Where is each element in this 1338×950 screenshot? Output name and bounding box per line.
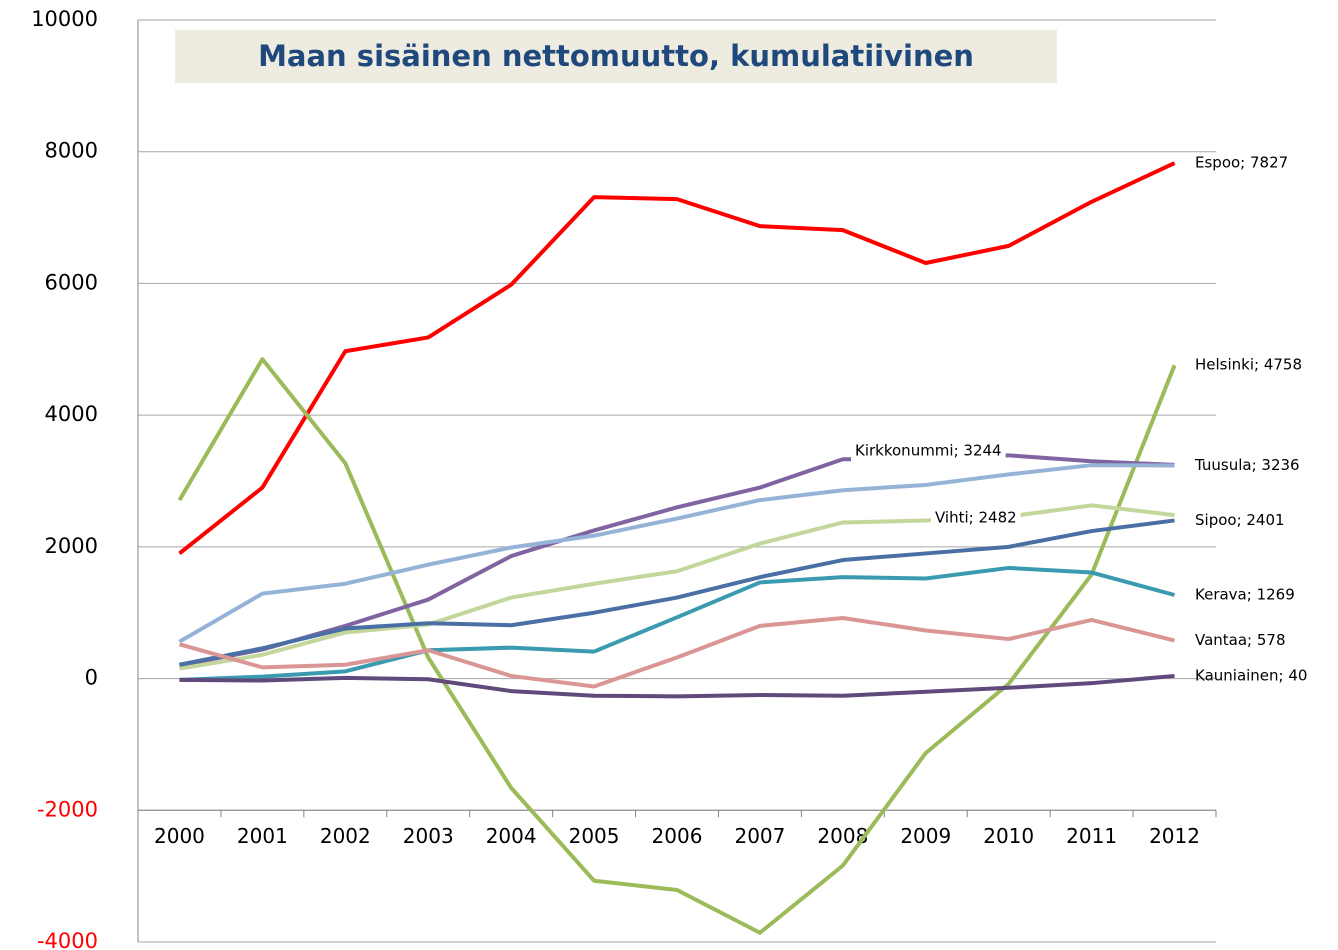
y-tick-label: 8000 <box>45 139 98 163</box>
x-tick-label: 2002 <box>320 824 371 848</box>
data-label: Tuusula; 3236 <box>1194 456 1300 474</box>
series-line <box>179 565 1176 682</box>
x-tick-label: 2007 <box>734 824 785 848</box>
series-line <box>179 518 1175 667</box>
title-box <box>175 30 1057 83</box>
x-tick-label: 2011 <box>1066 824 1117 848</box>
x-tick-label: 2000 <box>154 824 205 848</box>
data-label: Vantaa; 578 <box>1195 631 1286 649</box>
x-tick-label: 2003 <box>403 824 454 848</box>
y-tick-label: 10000 <box>31 7 98 31</box>
x-tick-label: 2009 <box>900 824 951 848</box>
series-line <box>178 463 1175 644</box>
x-tick-label: 2012 <box>1149 824 1200 848</box>
y-tick-label: 0 <box>85 666 98 690</box>
y-tick-label: 4000 <box>45 402 98 426</box>
series-line <box>178 615 1176 689</box>
x-tick-label: 2001 <box>237 824 288 848</box>
data-label: Kirkkonummi; 3244 <box>855 441 1002 459</box>
y-tick-label: 6000 <box>45 270 98 294</box>
data-label: Vihti; 2482 <box>935 509 1017 527</box>
series-line <box>178 161 1176 556</box>
y-tick-label: -4000 <box>37 929 98 950</box>
data-label: Helsinki; 4758 <box>1195 356 1302 374</box>
chart-title: Maan sisäinen nettomuutto, kumulatiivine… <box>258 39 974 73</box>
data-label: Kauniainen; 40 <box>1195 666 1307 684</box>
series-line <box>179 453 1175 668</box>
data-label: Kerava; 1269 <box>1195 585 1295 603</box>
data-label: Espoo; 7827 <box>1195 154 1288 172</box>
label-bg <box>931 507 1021 530</box>
series-line <box>179 673 1175 699</box>
data-label: Sipoo; 2401 <box>1195 511 1285 529</box>
x-tick-label: 2004 <box>486 824 537 848</box>
x-tick-label: 2006 <box>652 824 703 848</box>
x-tick-label: 2005 <box>569 824 620 848</box>
series-line <box>177 357 1177 935</box>
x-tick-label: 2010 <box>983 824 1034 848</box>
y-tick-label: -2000 <box>37 797 98 821</box>
label-bg <box>851 439 1006 462</box>
y-tick-label: 2000 <box>45 534 98 558</box>
